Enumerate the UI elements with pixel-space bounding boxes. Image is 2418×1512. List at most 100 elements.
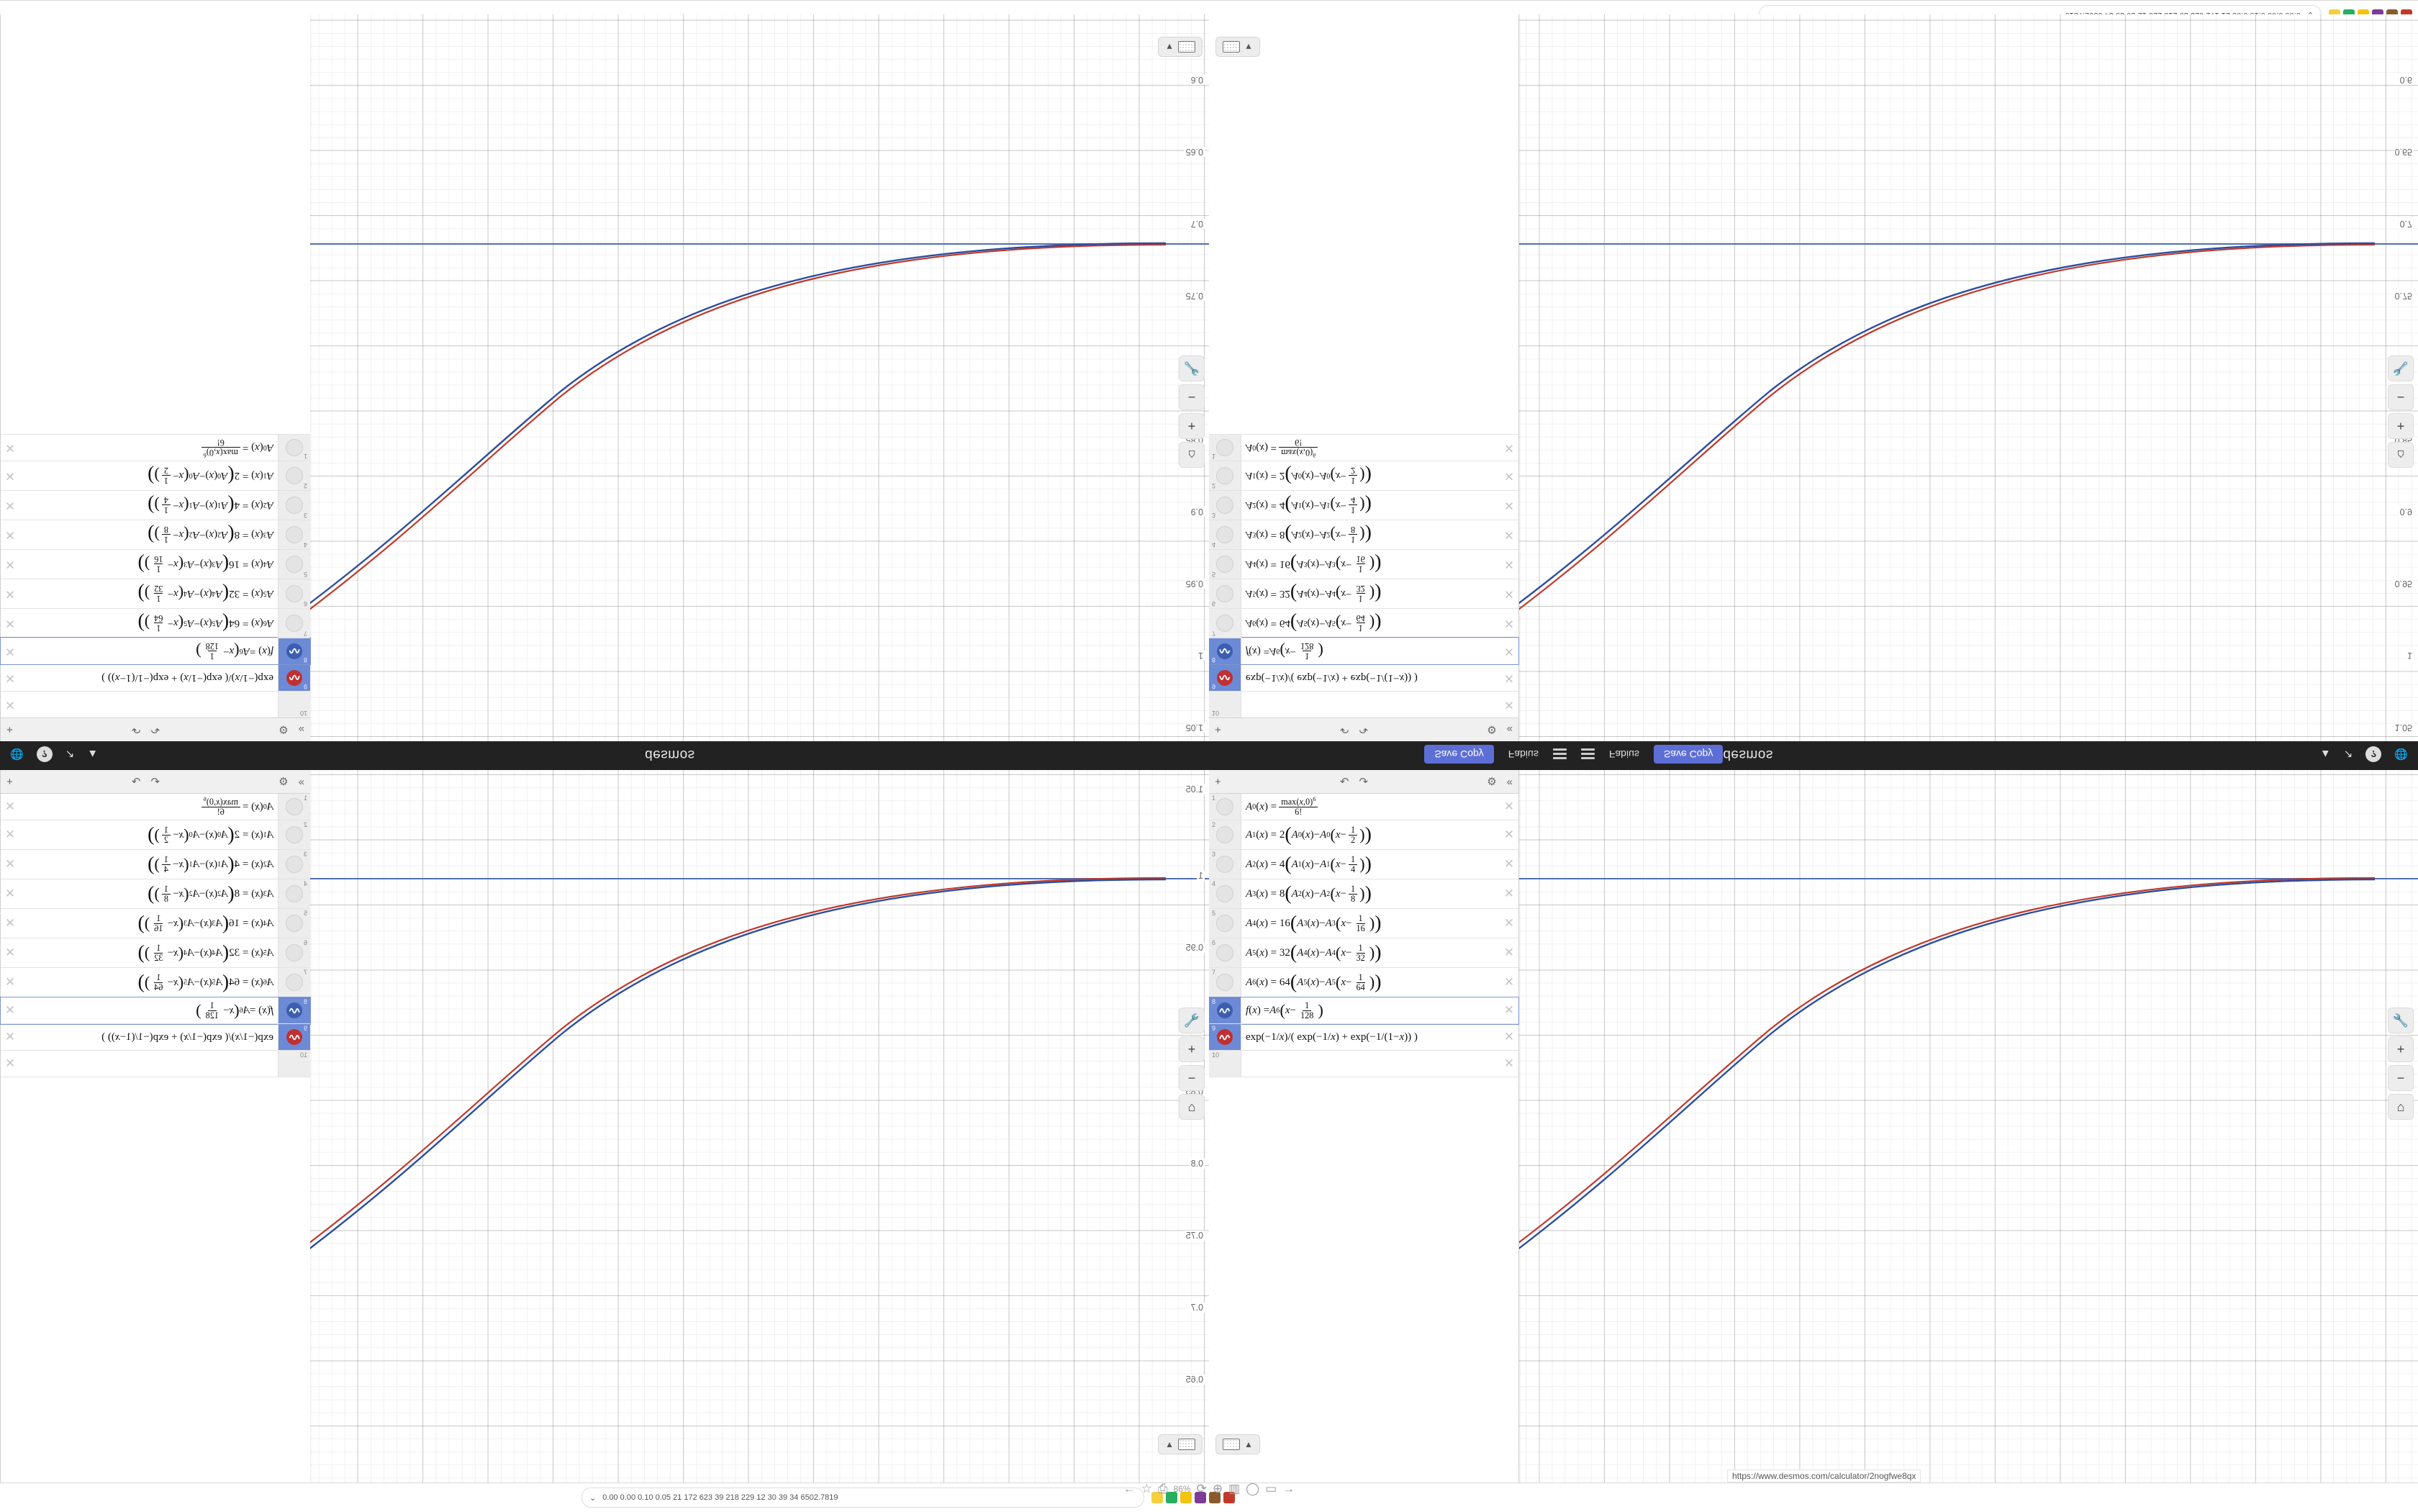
plus-icon[interactable]: + — [2388, 1036, 2414, 1062]
plot-wave-icon[interactable] — [1217, 1029, 1233, 1045]
expression-tag[interactable]: 8 — [1209, 638, 1241, 664]
expression-body[interactable]: A 2(x) = 4(A 1(x)− A 1(x − 1 4)) — [1246, 853, 1372, 875]
expression-panel-tl[interactable]: » ⚙ ↶ ↷ + 10 ✕ 9 exp(−1/x)/( exp(−1/x) + ex… — [0, 14, 311, 741]
graph-controls-br[interactable]: 🔧 + − ⌂ — [2388, 1008, 2414, 1120]
plus-icon[interactable]: + — [1179, 1036, 1205, 1062]
plus-icon[interactable]: + — [2388, 413, 2414, 439]
expression-tag[interactable]: 5 — [278, 550, 310, 579]
close-x-icon[interactable]: ✕ — [4, 800, 16, 813]
scroll-up-icon[interactable]: ▲ — [2319, 748, 2331, 761]
close-x-icon[interactable]: ✕ — [1503, 617, 1515, 630]
plot-wave-icon[interactable] — [286, 1029, 302, 1045]
hidden-circle-icon[interactable] — [1216, 915, 1233, 932]
expression-row[interactable]: 5 A 4(x) = 16(A 3(x)− A 3(x − 1 16)) ✕ — [1209, 549, 1518, 579]
expression-tag[interactable]: 2 — [1209, 820, 1241, 849]
expression-toolbar-tl[interactable]: » ⚙ ↶ ↷ + — [1, 717, 310, 741]
expression-row[interactable]: 3 A 2(x) = 4(A 1(x)− A 1(x − 1 4)) ✕ — [1, 850, 310, 879]
save-copy-button[interactable]: Save Copy — [1424, 745, 1494, 764]
home-icon[interactable]: ⌂ — [2388, 442, 2414, 468]
minus-icon[interactable]: − — [2388, 1065, 2414, 1091]
expression-tag[interactable]: 4 — [1209, 520, 1241, 549]
help-icon[interactable]: ? — [2365, 746, 2382, 762]
hidden-circle-icon[interactable] — [286, 798, 303, 815]
hidden-circle-icon[interactable] — [1216, 798, 1233, 815]
expression-tag[interactable]: 2 — [278, 820, 310, 849]
keyboard-toggle-button[interactable]: ▲ — [1158, 1434, 1203, 1454]
close-x-icon[interactable]: ✕ — [1503, 887, 1515, 900]
close-x-icon[interactable]: ✕ — [4, 1030, 16, 1044]
globe-language-icon[interactable]: 🌐 — [10, 748, 24, 760]
expression-row[interactable]: 9 exp(−1/x)/( exp(−1/x) + exp(−1/(1− x)) )… — [1, 664, 310, 691]
plot-wave-icon[interactable] — [1217, 670, 1233, 686]
expression-toolbar-bl[interactable]: » ⚙ ↶ ↷ + — [1, 770, 310, 794]
expression-row[interactable]: 6 A 5(x) = 32(A 4(x)− A 4(x − 1 32)) ✕ — [1, 938, 310, 968]
expression-row[interactable]: 2 A 1(x) = 2(A 0(x)− A 0(x − 1 2)) ✕ — [1209, 461, 1518, 490]
expression-tag[interactable]: 6 — [1209, 938, 1241, 967]
scroll-up-icon[interactable]: ▲ — [87, 748, 99, 761]
expression-row[interactable]: 7 A 6(x) = 64(A 5(x)− A 5(x − 1 64)) ✕ — [1, 608, 310, 638]
hidden-circle-icon[interactable] — [1216, 556, 1233, 573]
close-x-icon[interactable]: ✕ — [4, 528, 16, 542]
expression-tag[interactable]: 8 — [278, 638, 310, 664]
expression-body[interactable]: exp(−1/x)/( exp(−1/x) + exp(−1/(1− x)) ) — [101, 1031, 273, 1043]
close-x-icon[interactable]: ✕ — [4, 1003, 16, 1017]
expression-row[interactable]: 6 A 5(x) = 32(A 4(x)− A 4(x − 1 32)) ✕ — [1209, 579, 1518, 608]
graph-controls-tr[interactable]: ⌂ + − 🔧 — [2388, 356, 2414, 468]
globe-icon[interactable]: ⊕ — [1212, 1482, 1223, 1495]
close-x-icon[interactable]: ✕ — [1503, 499, 1515, 512]
favicon[interactable] — [1151, 1492, 1163, 1503]
redo-arrow-icon[interactable]: ↷ — [1359, 776, 1369, 788]
redo-arrow-icon[interactable]: ↷ — [131, 723, 141, 735]
hidden-circle-icon[interactable] — [286, 467, 303, 484]
expression-tag[interactable]: 9 — [1209, 1024, 1241, 1050]
chevron-up-icon[interactable]: ▲ — [1244, 1439, 1253, 1449]
expression-body[interactable] — [19, 1051, 278, 1077]
expression-tag[interactable]: 6 — [1209, 579, 1241, 608]
expression-tag[interactable]: 3 — [1209, 850, 1241, 879]
expression-row[interactable]: 4 A 3(x) = 8(A 2(x)− A 2(x − 1 8)) ✕ — [1, 879, 310, 909]
expression-body[interactable]: f(x) = A 6(x − 1 128) — [196, 1000, 273, 1020]
expression-body[interactable]: A 3(x) = 8(A 2(x)− A 2(x − 1 8)) — [1246, 524, 1372, 546]
wrench-icon[interactable]: 🔧 — [1179, 356, 1205, 381]
expression-row[interactable]: 3 A 2(x) = 4(A 1(x)− A 1(x − 1 4)) ✕ — [1209, 850, 1518, 879]
expression-list-bl[interactable]: 1 A 0(x) = max(x,0)6 6! ✕ 2 A 1(x) = 2(A 0(x)− A 0… — [0, 794, 311, 1077]
expression-body[interactable]: A 4(x) = 16(A 3(x)− A 3(x − 1 16)) — [1246, 912, 1382, 934]
expression-row[interactable]: 5 A 4(x) = 16(A 3(x)− A 3(x − 1 16)) ✕ — [1, 909, 310, 938]
home-icon[interactable]: ⌂ — [1179, 442, 1205, 468]
close-x-icon[interactable]: ✕ — [4, 698, 16, 712]
expression-tag[interactable]: 10 — [278, 1051, 310, 1077]
close-x-icon[interactable]: ✕ — [1503, 975, 1515, 989]
hidden-circle-icon[interactable] — [286, 556, 303, 573]
gear-icon[interactable]: ⚙ — [1487, 776, 1497, 788]
expression-toolbar-br[interactable]: + ↶ ↷ ⚙ « — [1209, 770, 1518, 794]
chevron-up-icon[interactable]: ▲ — [1165, 1439, 1174, 1449]
hamburger-menu-icon[interactable] — [1580, 748, 1595, 760]
hidden-circle-icon[interactable] — [286, 915, 303, 932]
favicon[interactable] — [1166, 1492, 1177, 1503]
expression-body[interactable]: f(x) = A 6(x − 1 128) — [1246, 1000, 1323, 1020]
hidden-circle-icon[interactable] — [286, 944, 303, 961]
close-x-icon[interactable]: ✕ — [1503, 1056, 1515, 1070]
expression-panel-br[interactable]: + ↶ ↷ ⚙ « 1 A 0(x) = max(x,0)6 6! ✕ 2 A 1(x) = … — [1209, 770, 1519, 1497]
expression-body[interactable]: exp(−1/x)/( exp(−1/x) + exp(−1/(1− x)) ) — [1246, 1031, 1418, 1043]
expression-row[interactable]: 10 ✕ — [1209, 1051, 1518, 1077]
expression-tag[interactable]: 9 — [278, 665, 310, 691]
expression-tag[interactable]: 8 — [1209, 997, 1241, 1023]
address-bar[interactable]: ⌄ 0.00 0.00 0.10 0.05 21 172 623 39 218 … — [581, 1488, 1144, 1508]
expression-row[interactable]: 3 A 2(x) = 4(A 1(x)− A 1(x − 1 4)) ✕ — [1, 490, 310, 520]
expression-body[interactable]: A 4(x) = 16(A 3(x)− A 3(x − 1 16)) — [137, 912, 273, 934]
expression-body[interactable]: A 2(x) = 4(A 1(x)− A 1(x − 1 4)) — [148, 494, 273, 517]
extensions-icon[interactable]: ▥ — [1228, 1482, 1241, 1495]
expression-tag[interactable]: 7 — [278, 968, 310, 997]
expression-row[interactable]: 7 A 6(x) = 64(A 5(x)− A 5(x − 1 64)) ✕ — [1209, 608, 1518, 638]
plot-wave-icon[interactable] — [286, 643, 302, 659]
hidden-circle-icon[interactable] — [286, 885, 303, 902]
expression-body[interactable]: A 6(x) = 64(A 5(x)− A 5(x − 1 64)) — [1246, 971, 1382, 993]
close-x-icon[interactable]: ✕ — [4, 1056, 16, 1070]
expression-body[interactable]: A 4(x) = 16(A 3(x)− A 3(x − 1 16)) — [1246, 553, 1382, 576]
expression-body[interactable]: A 0(x) = max(x,0)6 6! — [19, 435, 278, 461]
forward-arrow-icon[interactable]: → — [1282, 1482, 1295, 1495]
plot-wave-icon[interactable] — [1217, 643, 1233, 659]
close-x-icon[interactable]: ✕ — [4, 671, 16, 685]
close-x-icon[interactable]: ✕ — [1503, 1030, 1515, 1044]
